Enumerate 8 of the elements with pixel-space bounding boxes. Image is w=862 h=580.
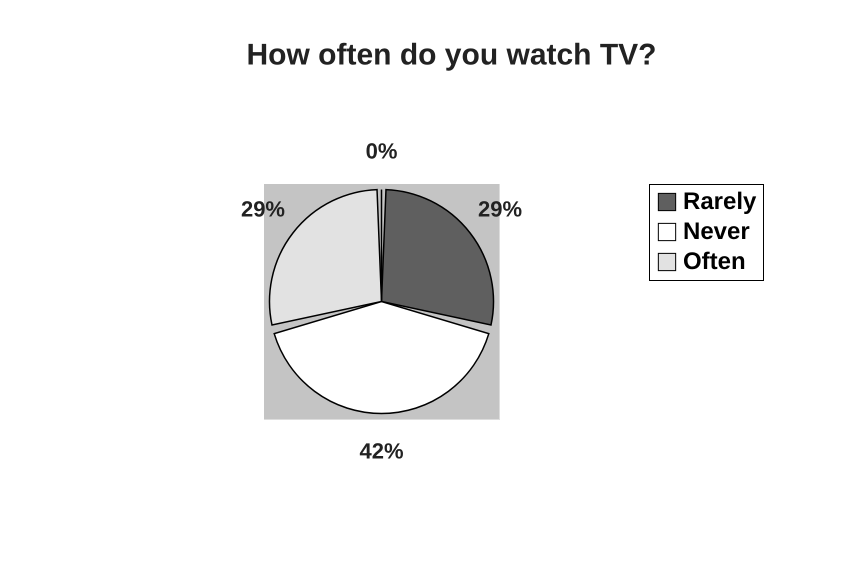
data-label: 29% [240,196,285,222]
legend-label: Rarely [683,188,758,215]
legend-label: Never [683,218,750,245]
data-label: 29% [478,196,522,222]
chart-title: How often do you watch TV? [246,38,656,72]
text: 0% [366,138,398,164]
data-label: 42% [359,438,404,464]
legend-label: Often [683,248,746,275]
